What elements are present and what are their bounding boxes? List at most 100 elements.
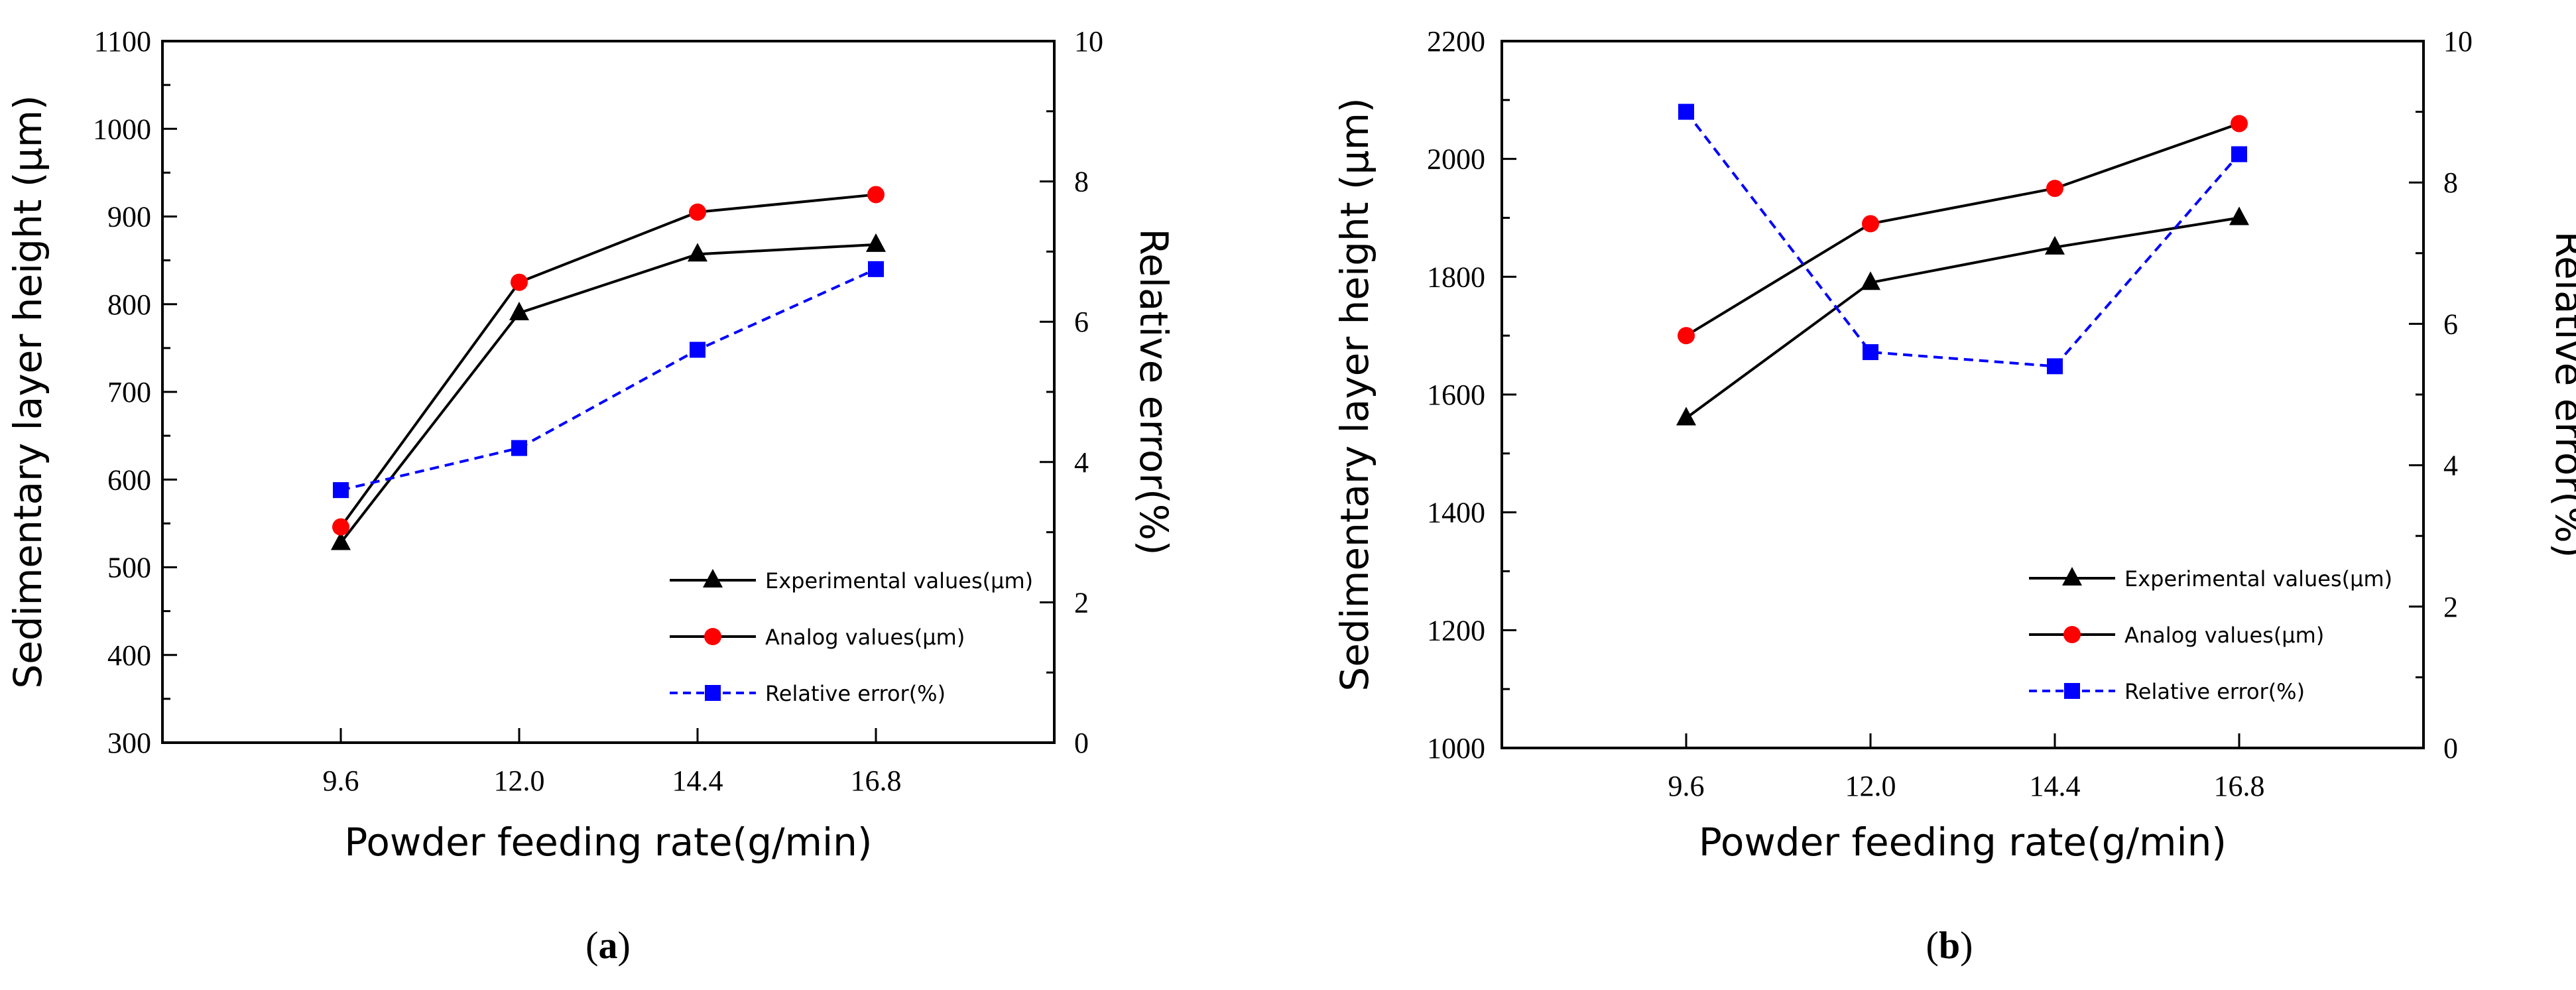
series-line [1685, 122, 2240, 337]
data-point [2231, 146, 2247, 162]
series-0 [1676, 206, 2249, 426]
data-point [1862, 215, 1879, 233]
series-2 [333, 261, 884, 499]
legend-entry: Experimental values(μm) [670, 568, 1033, 593]
y2-tick-label: 6 [1074, 306, 1089, 338]
data-point [1676, 406, 1696, 426]
y2-tick-label: 0 [1074, 727, 1089, 759]
y-tick-label: 1600 [1427, 379, 1485, 411]
data-point [511, 440, 527, 456]
x-tick-label: 16.8 [851, 765, 902, 797]
data-point [688, 243, 707, 262]
panel-label-letter: b [1939, 924, 1960, 967]
y-tick-label: 1200 [1427, 614, 1485, 647]
data-point [2046, 180, 2063, 198]
y-tick-label: 1100 [94, 25, 151, 58]
y-tick-label: 1800 [1427, 261, 1485, 293]
data-point [689, 203, 706, 221]
data-point [511, 273, 528, 291]
legend-entry: Relative error(%) [670, 681, 946, 706]
y2-tick-label: 2 [1074, 586, 1089, 619]
y-tick-label: 1000 [1427, 732, 1485, 765]
y-tick-label: 900 [107, 201, 151, 233]
series-line [1685, 111, 2240, 368]
y-tick-label: 400 [107, 639, 151, 672]
y2-tick-label: 8 [2443, 166, 2458, 199]
legend-marker [2064, 683, 2080, 699]
data-point [2047, 358, 2063, 375]
x-tick-label: 9.6 [323, 765, 359, 797]
x-tick-label: 12.0 [494, 765, 545, 797]
y-tick-label: 2000 [1427, 143, 1485, 176]
data-point [1861, 271, 1880, 290]
series-line [340, 268, 877, 492]
x-tick-label: 9.6 [1668, 770, 1705, 802]
y2-tick-label: 10 [2443, 25, 2473, 58]
legend-entry: Analog values(μm) [2029, 623, 2324, 648]
y-tick-label: 1400 [1427, 497, 1485, 529]
legend-label: Experimental values(μm) [2124, 566, 2392, 591]
panel-label: (a) [585, 924, 631, 967]
data-point [332, 518, 349, 536]
data-point [1863, 344, 1878, 361]
y-tick-label: 500 [107, 552, 151, 584]
legend-label: Relative error(%) [2124, 679, 2305, 704]
panel-label-open: ( [1926, 924, 1939, 967]
legend-marker [2063, 626, 2081, 643]
data-point [2045, 235, 2065, 255]
y-tick-label: 700 [107, 376, 151, 408]
y2-axis-title: Relative error(%) [1131, 228, 1176, 555]
series-line [339, 243, 877, 544]
x-tick-label: 14.4 [2030, 770, 2081, 802]
series-0 [331, 233, 886, 550]
legend-entry: Experimental values(μm) [2029, 566, 2392, 591]
legend-label: Experimental values(μm) [765, 568, 1033, 593]
y-tick-label: 600 [107, 464, 151, 496]
panel-label-close: ) [1960, 924, 1973, 967]
x-tick-label: 16.8 [2214, 770, 2265, 802]
legend-label: Relative error(%) [765, 681, 946, 706]
series-line [339, 193, 877, 528]
chart-panel-a: 9.6 12.0 14.4 16.8 300 400 500 600 700 800 900 1000… [5, 25, 1176, 967]
x-tick-label: 12.0 [1845, 770, 1896, 802]
series-1 [1678, 115, 2248, 345]
panel-label-close: ) [618, 924, 631, 967]
data-point [1678, 327, 1695, 345]
y-axis-title: Sedimentary layer height (μm) [5, 95, 50, 688]
legend-marker [2062, 567, 2082, 586]
panel-label: (b) [1926, 924, 1973, 967]
y2-tick-label: 2 [2443, 591, 2458, 623]
series-1 [332, 186, 885, 536]
legend-label: Analog values(μm) [2124, 623, 2324, 648]
data-point [1678, 103, 1694, 120]
x-axis-title: Powder feeding rate(g/min) [1699, 820, 2227, 865]
y2-tick-label: 0 [2443, 732, 2458, 765]
data-point [868, 261, 884, 277]
panel-label-open: ( [585, 924, 598, 967]
y-axis-title: Sedimentary layer height (μm) [1332, 97, 1377, 691]
y2-tick-label: 8 [1074, 166, 1089, 198]
y2-tick-label: 6 [2443, 308, 2458, 340]
data-point [690, 341, 705, 358]
y2-tick-label: 4 [1074, 446, 1089, 479]
data-point [867, 186, 885, 204]
y2-axis-title: Relative error(%) [2547, 231, 2576, 558]
y-tick-label: 300 [107, 727, 151, 759]
y-tick-label: 1000 [93, 113, 151, 145]
data-point [866, 233, 886, 252]
data-point [2229, 206, 2249, 225]
x-tick-label: 14.4 [672, 765, 723, 797]
y2-tick-label: 4 [2443, 450, 2458, 482]
legend-marker [703, 569, 723, 588]
data-point [331, 531, 351, 550]
series-line [1685, 216, 2240, 420]
y-tick-label: 800 [107, 288, 151, 321]
legend-marker [704, 628, 721, 645]
data-point [2231, 115, 2248, 133]
legend-marker [705, 685, 721, 701]
y-tick-label: 2200 [1427, 25, 1485, 58]
data-point [509, 301, 529, 320]
legend-label: Analog values(μm) [765, 625, 965, 650]
